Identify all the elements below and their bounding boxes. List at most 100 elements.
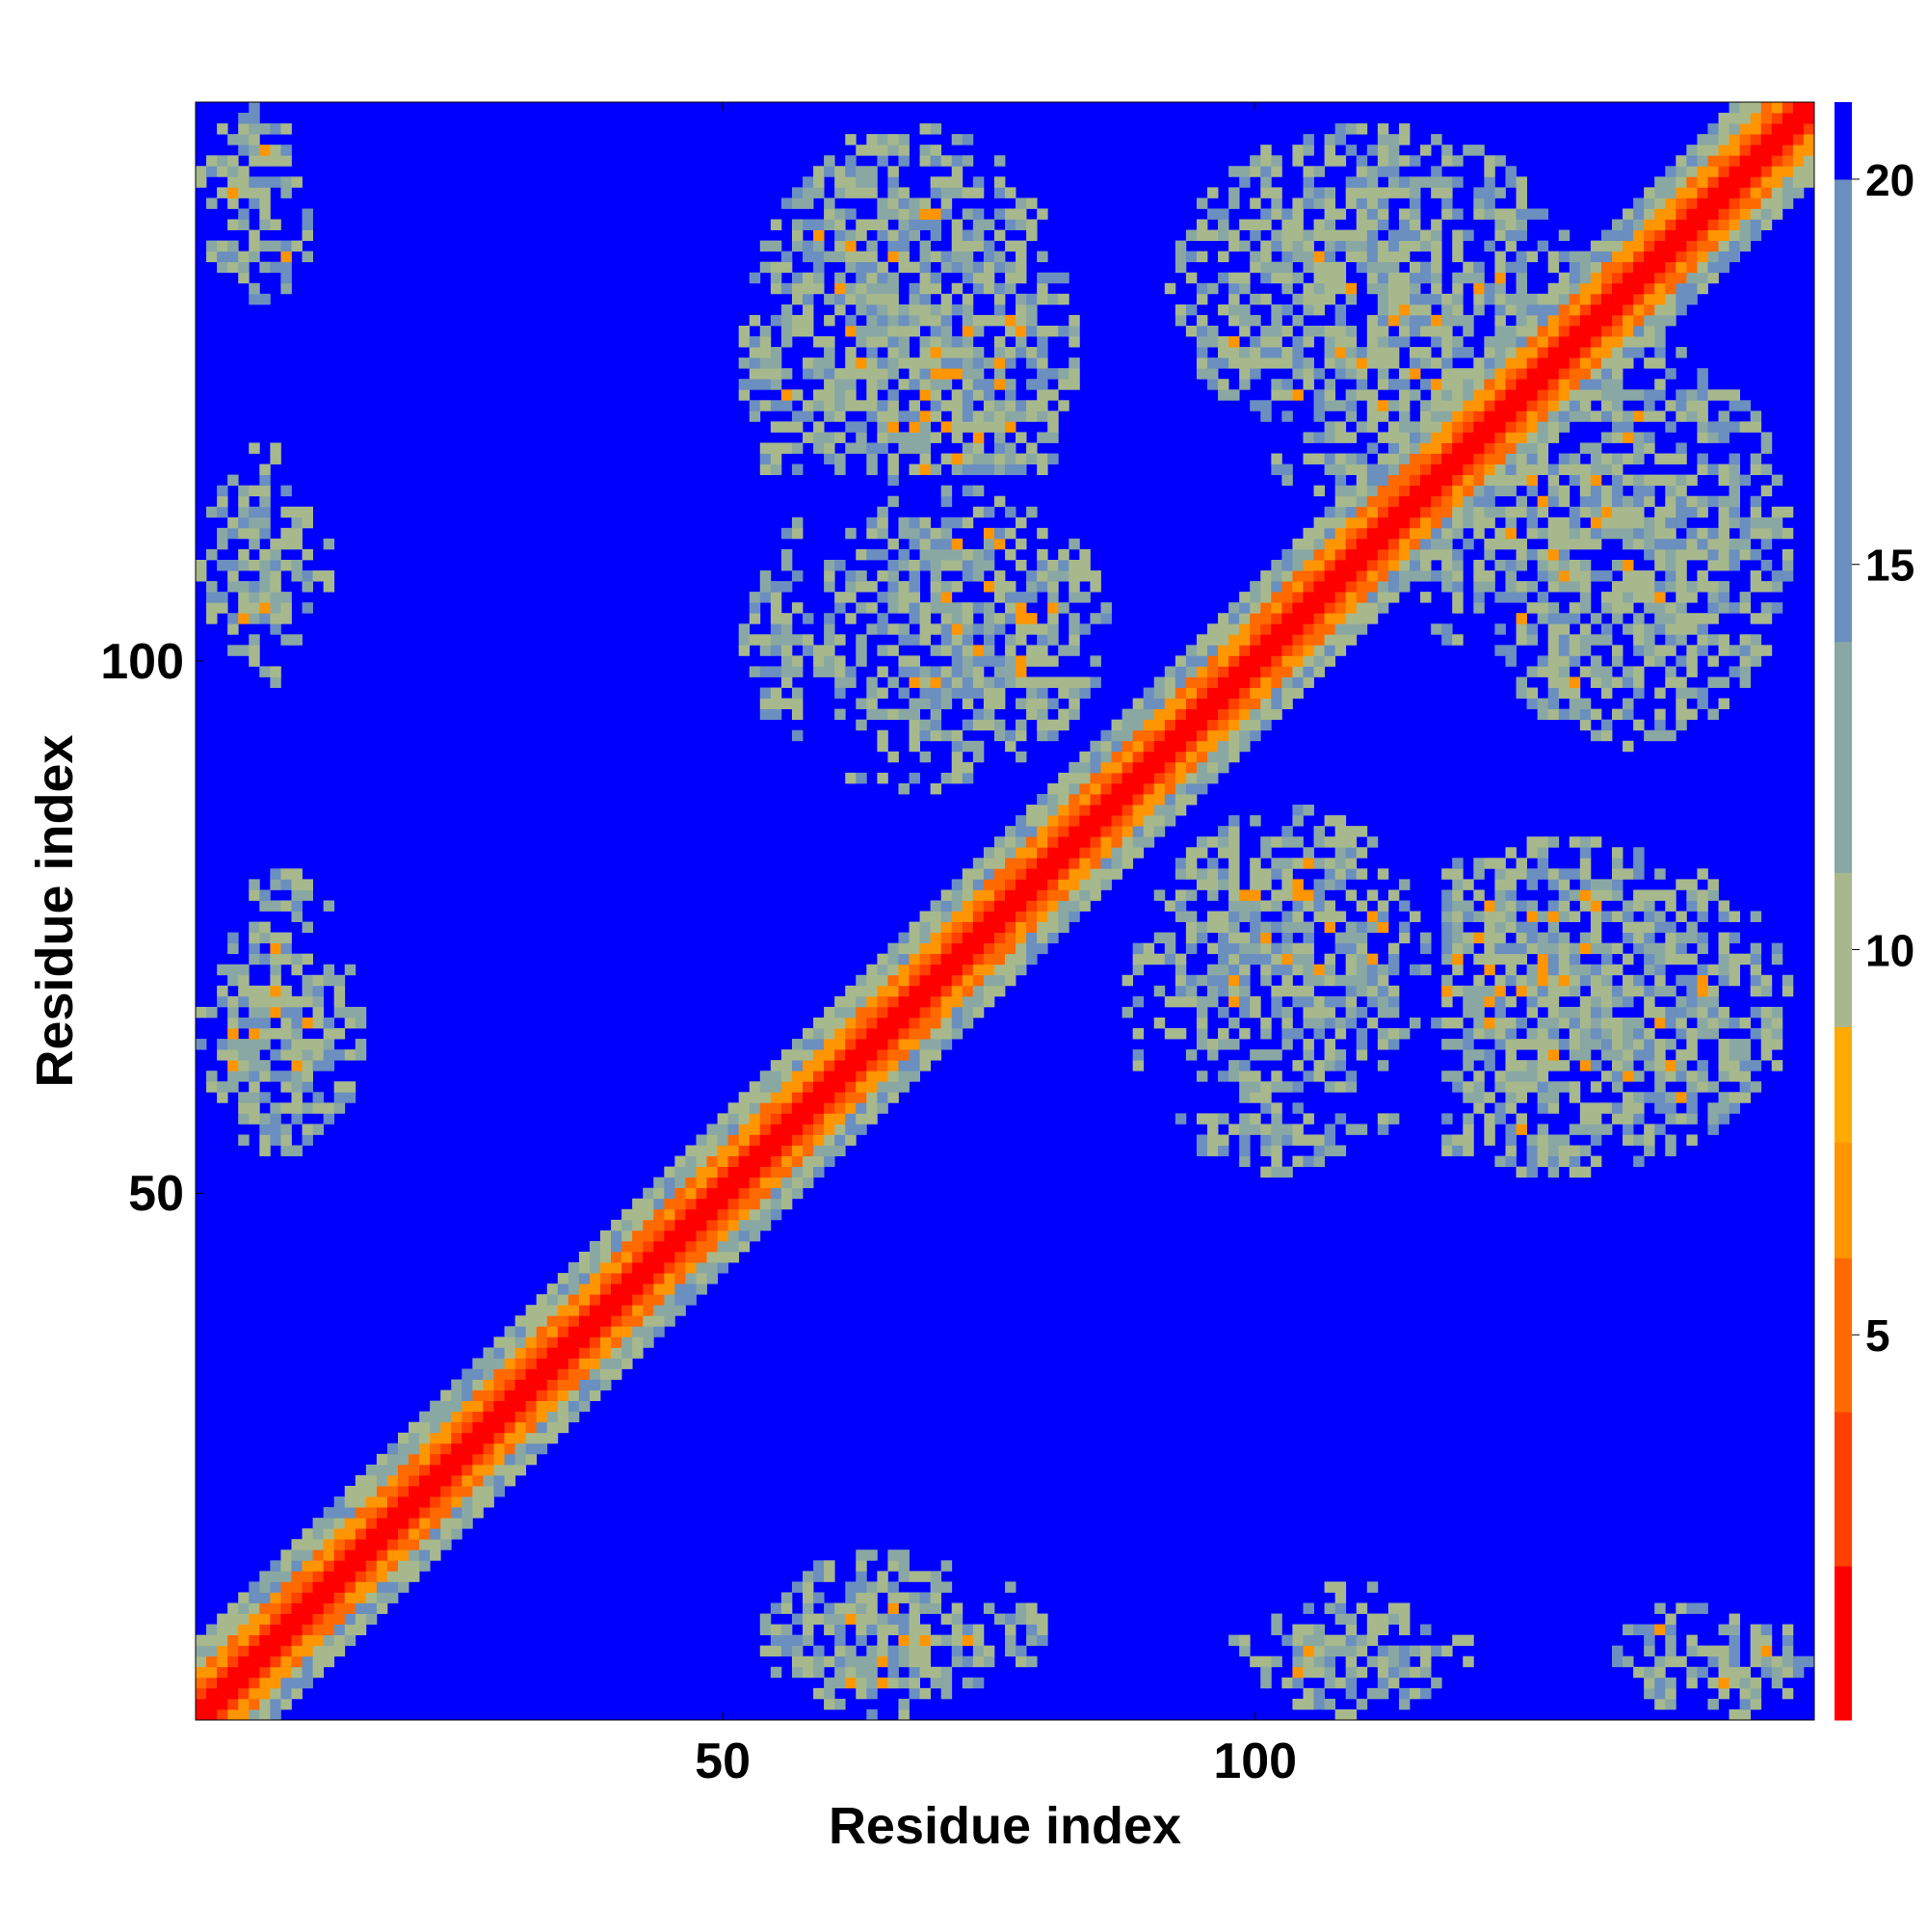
heatmap-cell (770, 1124, 782, 1135)
heatmap-cell (270, 538, 281, 550)
heatmap-cell (887, 325, 899, 337)
heatmap-cell (280, 1655, 292, 1668)
heatmap-cell (770, 219, 782, 230)
heatmap-cell (1569, 410, 1581, 422)
heatmap-cell (1228, 964, 1240, 976)
heatmap-cell (1356, 953, 1368, 966)
heatmap-cell (1463, 985, 1474, 997)
heatmap-cell (1366, 506, 1379, 518)
heatmap-cell (940, 772, 953, 784)
heatmap-cell (333, 995, 346, 1008)
heatmap-cell (1494, 347, 1506, 358)
heatmap-cell (887, 208, 899, 220)
heatmap-cell (1005, 463, 1016, 476)
heatmap-cell (1505, 453, 1517, 464)
heatmap-cell (1387, 442, 1400, 454)
heatmap-cell (1250, 1124, 1261, 1135)
heatmap-cell (1292, 1155, 1304, 1168)
heatmap-cell (1398, 570, 1411, 582)
heatmap-cell (1526, 985, 1539, 997)
heatmap-cell (780, 1145, 793, 1156)
heatmap-cell (1579, 442, 1592, 454)
heatmap-cell (898, 516, 910, 529)
heatmap-cell (323, 1060, 335, 1072)
heatmap-cell (1505, 964, 1517, 976)
heatmap-cell (1005, 1613, 1016, 1625)
heatmap-cell (270, 613, 281, 624)
heatmap-cell (462, 1379, 473, 1390)
heatmap-cell (249, 1028, 260, 1040)
heatmap-cell (1537, 964, 1549, 976)
heatmap-cell (1218, 219, 1229, 230)
heatmap-cell (993, 942, 1006, 955)
heatmap-cell (1260, 581, 1272, 593)
heatmap-cell (302, 1102, 313, 1114)
heatmap-cell (1441, 527, 1453, 540)
heatmap-cell (1398, 389, 1411, 401)
heatmap-cell (1037, 410, 1048, 422)
heatmap-cell (738, 623, 751, 635)
heatmap-cell (951, 1017, 964, 1029)
heatmap-cell (1505, 463, 1517, 476)
heatmap-cell (759, 698, 772, 710)
heatmap-cell (249, 921, 260, 933)
heatmap-cell (409, 1464, 420, 1476)
heatmap-cell (909, 592, 920, 603)
heatmap-cell (312, 1518, 325, 1529)
heatmap-cell (621, 1326, 633, 1337)
heatmap-cell (1175, 687, 1187, 699)
heatmap-cell (1398, 1613, 1411, 1625)
heatmap-cell (1047, 858, 1059, 869)
heatmap-cell (674, 1155, 686, 1168)
heatmap-cell (738, 325, 751, 337)
heatmap-cell (1334, 1645, 1347, 1657)
heatmap-cell (664, 1251, 675, 1263)
heatmap-cell (196, 1655, 207, 1668)
heatmap-cell (1473, 1092, 1485, 1103)
heatmap-cell (919, 676, 932, 688)
heatmap-cell (1452, 592, 1464, 603)
heatmap-cell (1356, 921, 1368, 933)
heatmap-cell (898, 410, 910, 422)
heatmap-cell (1281, 645, 1293, 656)
heatmap-cell (611, 1251, 622, 1263)
heatmap-cell (909, 516, 920, 529)
heatmap-cell (972, 921, 985, 933)
heatmap-cell (1271, 942, 1282, 955)
heatmap-cell (1398, 293, 1411, 305)
heatmap-cell (983, 527, 995, 540)
heatmap-cell (1356, 379, 1368, 390)
heatmap-cell (940, 581, 953, 593)
heatmap-cell (1228, 889, 1240, 901)
heatmap-cell (1058, 911, 1069, 922)
heatmap-cell (1494, 219, 1506, 230)
heatmap-cell (1590, 995, 1602, 1008)
heatmap-cell (1005, 964, 1016, 976)
heatmap-cell (238, 1060, 250, 1072)
heatmap-cell (227, 964, 239, 976)
heatmap-cell (1175, 666, 1187, 677)
heatmap-cell (1579, 602, 1592, 614)
heatmap-cell (1005, 187, 1016, 198)
heatmap-cell (1569, 272, 1581, 284)
heatmap-cell (1356, 251, 1368, 263)
heatmap-cell (483, 1421, 494, 1434)
heatmap-cell (919, 942, 932, 955)
heatmap-cell (312, 1039, 325, 1050)
heatmap-cell (940, 1666, 953, 1679)
heatmap-cell (621, 1347, 633, 1359)
heatmap-cell (1185, 772, 1198, 784)
heatmap-cell (1569, 634, 1581, 646)
heatmap-cell (1250, 708, 1261, 721)
heatmap-cell (472, 1442, 484, 1455)
heatmap-cell (1207, 282, 1219, 295)
heatmap-cell (1260, 219, 1272, 230)
heatmap-cell (717, 1230, 729, 1242)
heatmap-cell (749, 314, 761, 327)
heatmap-cell (249, 985, 260, 997)
heatmap-cell (1377, 911, 1389, 922)
heatmap-cell (1494, 1081, 1506, 1093)
heatmap-cell (280, 1028, 292, 1040)
heatmap-cell (1537, 368, 1549, 380)
heatmap-cell (1228, 995, 1240, 1008)
